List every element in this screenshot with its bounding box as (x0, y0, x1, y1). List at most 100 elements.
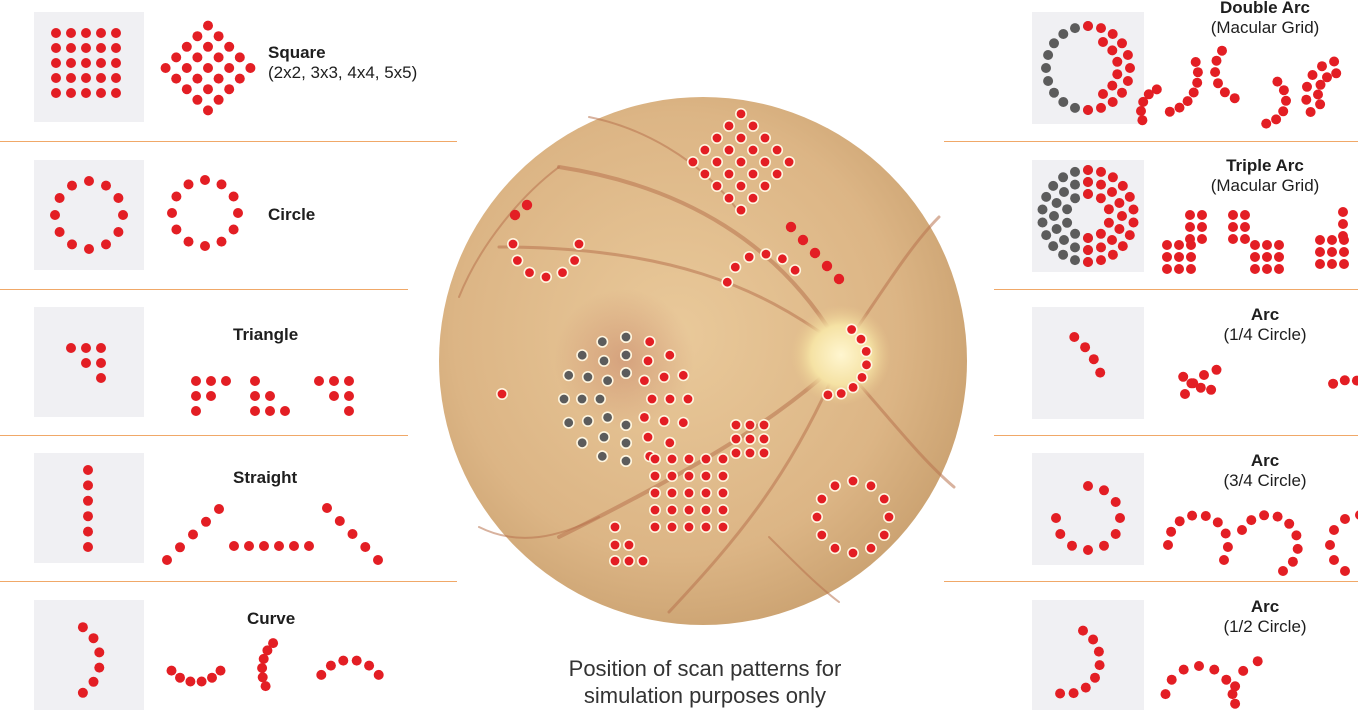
scan-dot (1151, 84, 1162, 95)
scan-dot (88, 633, 99, 644)
scan-dot (1325, 540, 1335, 550)
scan-dot (581, 370, 594, 383)
scan-dot (213, 31, 224, 42)
scan-dot (1228, 222, 1238, 232)
scan-dot (1043, 50, 1054, 60)
scan-dot (758, 155, 771, 168)
scan-dot (1048, 241, 1059, 252)
scan-dot (771, 143, 784, 156)
scan-dot (203, 63, 213, 73)
scan-dot (1185, 222, 1195, 232)
scan-dot (1162, 252, 1172, 262)
scan-dot (596, 450, 609, 463)
scan-dot (810, 510, 823, 523)
scan-dot (1096, 102, 1106, 113)
arc-three-quarter-label: Arc (3/4 Circle) (1190, 451, 1340, 491)
scan-dot (83, 465, 93, 475)
scan-dot (228, 191, 239, 202)
scan-dot (1219, 555, 1229, 565)
scan-dot (1124, 230, 1135, 241)
scan-dot (576, 436, 589, 449)
scan-dot (1070, 228, 1081, 239)
scan-dot (638, 374, 651, 387)
scan-dot (699, 469, 712, 482)
scan-dot (623, 554, 636, 567)
scan-dot (1117, 241, 1128, 252)
curve-label: Curve (247, 609, 295, 629)
scan-dot (1338, 231, 1348, 241)
scan-dot (81, 88, 91, 98)
scan-dot (1185, 234, 1195, 244)
scan-dot (1110, 529, 1121, 539)
scan-dot (1093, 646, 1104, 657)
scan-dot (373, 669, 384, 680)
scan-dot (1166, 526, 1177, 537)
scan-dot (596, 335, 609, 348)
scan-dot (710, 155, 723, 168)
scan-dot (96, 28, 106, 38)
scan-dot (181, 63, 192, 73)
scan-dot (609, 554, 622, 567)
curve-thumb (34, 600, 144, 710)
scan-dot (160, 63, 171, 73)
scan-dot (1083, 257, 1093, 267)
scan-dot (609, 520, 622, 533)
scan-dot (521, 199, 533, 211)
scan-dot (111, 73, 121, 83)
scan-dot (1117, 38, 1127, 49)
scan-dot (1230, 698, 1241, 709)
scan-dot (233, 208, 243, 218)
scan-dot (111, 28, 121, 38)
scan-dot (1070, 102, 1080, 113)
scan-dot (710, 180, 723, 193)
scan-dot (757, 432, 770, 445)
scan-dot (67, 239, 77, 250)
scan-dot (682, 392, 695, 405)
scan-dot (268, 638, 279, 649)
scan-dot (1327, 247, 1337, 257)
scan-dot (265, 406, 275, 416)
scan-dot (1103, 217, 1114, 228)
scan-dot (1083, 105, 1093, 115)
scan-dot (1096, 179, 1106, 190)
scan-dot (171, 224, 182, 235)
scan-dot (1037, 204, 1048, 215)
scan-dot (677, 369, 690, 382)
scan-dot (722, 168, 735, 181)
scan-dot (81, 58, 91, 68)
scan-dot (1329, 555, 1339, 565)
scan-dot (203, 84, 213, 95)
scan-dot (1098, 37, 1108, 47)
scan-dot (1070, 242, 1080, 253)
scan-dot (576, 392, 589, 405)
scan-dot (729, 418, 742, 431)
divider (0, 435, 408, 436)
scan-dot (1339, 259, 1349, 269)
square-label: Square (2x2, 3x3, 4x4, 5x5) (268, 43, 417, 83)
scan-dot (322, 503, 332, 513)
scan-dot (1178, 664, 1189, 675)
scan-dot (1250, 264, 1260, 274)
scan-dot (1174, 252, 1184, 262)
scan-dot (171, 73, 182, 84)
scan-dot (329, 391, 339, 401)
scan-dot (51, 28, 61, 38)
scan-dot (1217, 45, 1227, 56)
scan-dot (642, 354, 655, 367)
scan-dot (1211, 55, 1222, 66)
scan-dot (663, 436, 676, 449)
scan-dot (1041, 230, 1052, 241)
scan-dot (664, 392, 677, 405)
scan-dot (815, 492, 828, 505)
scan-dot (783, 155, 796, 168)
scan-dot (181, 41, 192, 52)
straight-title: Straight (233, 468, 298, 487)
scan-dot (1051, 198, 1062, 208)
scan-dot (776, 252, 789, 265)
scan-dot (1062, 217, 1073, 228)
scan-dot (257, 672, 268, 683)
scan-dot (1117, 211, 1127, 221)
scan-dot (666, 520, 679, 533)
scan-dot (1278, 106, 1289, 117)
scan-dot (1180, 389, 1190, 399)
